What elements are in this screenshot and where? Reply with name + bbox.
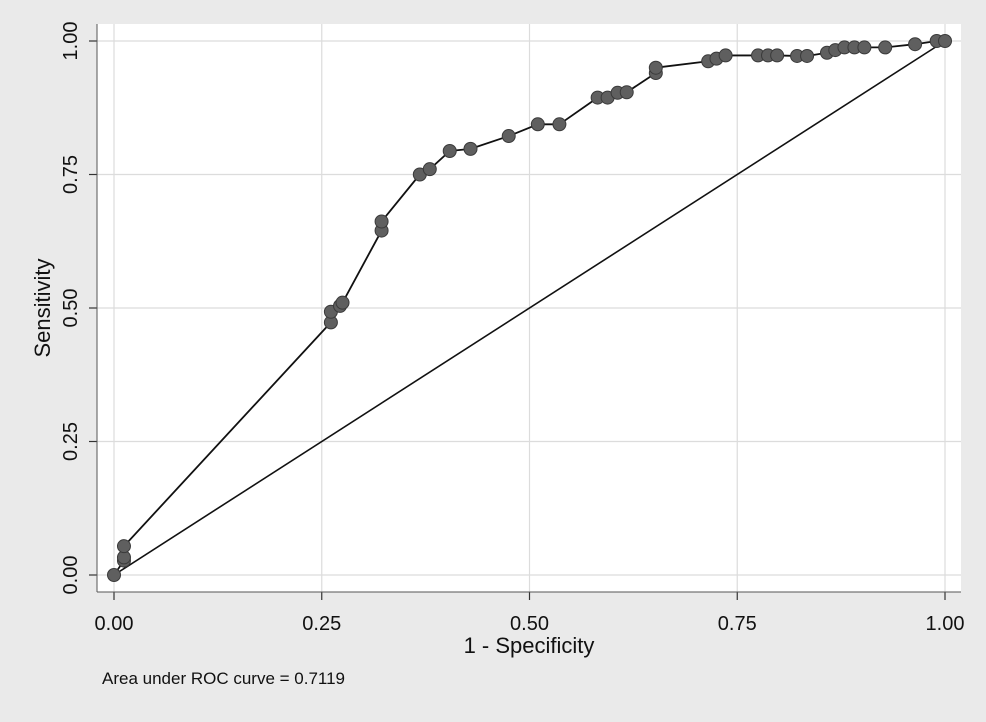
y-tick-label: 0.25 bbox=[60, 422, 82, 461]
roc-point bbox=[501, 129, 516, 144]
y-axis-title: Sensitivity bbox=[30, 258, 55, 357]
x-axis-title: 1 - Specificity bbox=[464, 633, 595, 658]
reference-diagonal-line bbox=[113, 40, 946, 576]
x-tick-label: 1.00 bbox=[926, 613, 965, 635]
x-tick-labels: 0.00 0.25 0.50 0.75 1.00 bbox=[95, 613, 965, 635]
y-tick-label: 0.00 bbox=[60, 556, 82, 595]
auc-annotation: Area under ROC curve = 0.7119 bbox=[102, 669, 345, 688]
roc-point bbox=[648, 60, 663, 75]
roc-point bbox=[442, 144, 457, 159]
roc-point bbox=[463, 141, 478, 156]
reference-line-layer bbox=[113, 40, 946, 576]
roc-point bbox=[374, 214, 389, 229]
y-tick-labels: 0.00 0.25 0.50 0.75 1.00 bbox=[60, 22, 82, 595]
roc-point bbox=[938, 34, 952, 48]
roc-point bbox=[422, 162, 437, 177]
y-tick-label: 0.75 bbox=[60, 155, 82, 194]
roc-point bbox=[800, 48, 815, 63]
roc-point bbox=[908, 37, 923, 52]
x-tick-label: 0.25 bbox=[302, 613, 341, 635]
y-tick-label: 1.00 bbox=[60, 22, 82, 61]
x-tick-label: 0.00 bbox=[95, 613, 134, 635]
tick-marks bbox=[89, 24, 961, 600]
roc-point bbox=[718, 48, 733, 63]
x-tick-label: 0.50 bbox=[510, 613, 549, 635]
roc-markers-layer bbox=[107, 34, 952, 582]
roc-point bbox=[116, 539, 131, 554]
roc-point bbox=[335, 295, 350, 310]
roc-point bbox=[770, 48, 785, 63]
x-tick-label: 0.75 bbox=[718, 613, 757, 635]
roc-point bbox=[857, 40, 872, 55]
roc-point bbox=[530, 117, 545, 132]
roc-point bbox=[619, 85, 634, 100]
roc-point bbox=[107, 568, 121, 582]
roc-point bbox=[878, 40, 893, 55]
y-tick-label: 0.50 bbox=[60, 289, 82, 328]
roc-point bbox=[552, 117, 567, 132]
